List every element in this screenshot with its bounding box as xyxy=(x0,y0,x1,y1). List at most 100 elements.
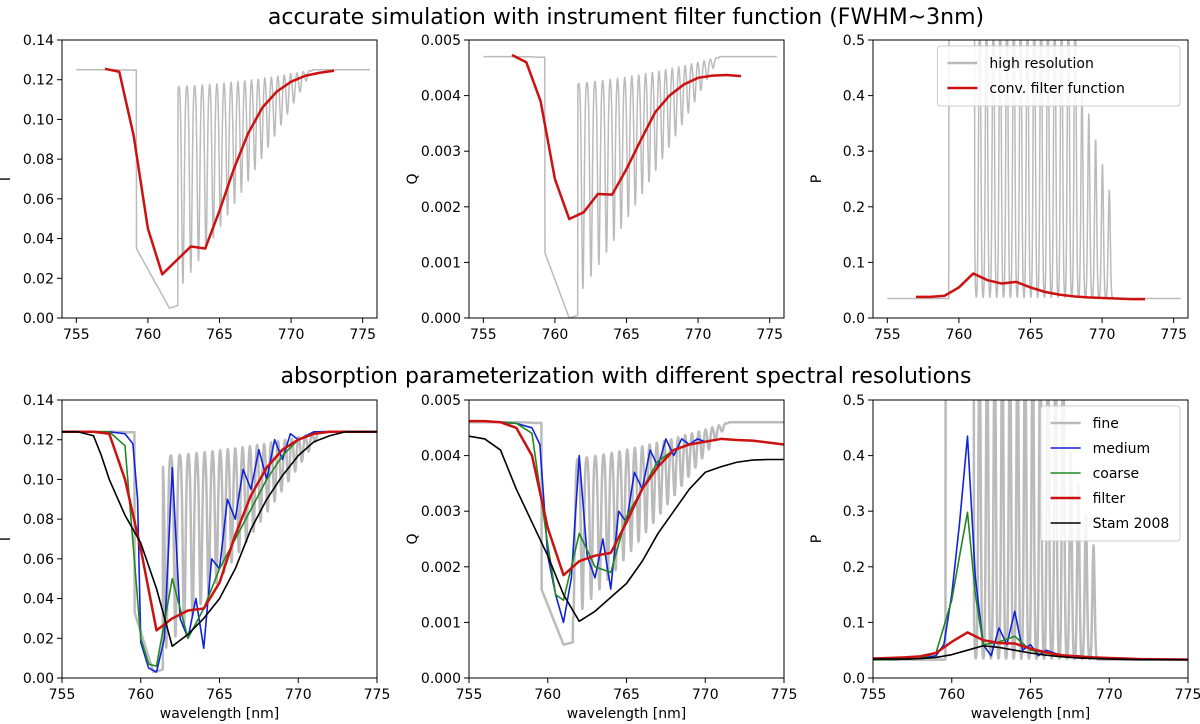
series-line xyxy=(104,67,335,276)
x-tick-label: 760 xyxy=(135,327,162,343)
series-line xyxy=(482,55,778,318)
y-tick-label: 0.14 xyxy=(23,33,54,49)
y-axis-label: I xyxy=(0,537,14,541)
y-tick-label: 0.2 xyxy=(843,560,865,576)
series-group xyxy=(886,40,1182,301)
x-tick-label: 770 xyxy=(1089,327,1116,343)
panel-bottom-I: 755 760 765 770 775 0.00 0.02 0.04 0.06 0.08 0.10 0… xyxy=(0,393,390,722)
y-tick-label: 0.02 xyxy=(23,271,54,287)
x-axis-label: wavelength [nm] xyxy=(971,706,1090,722)
y-tick-label: 0.10 xyxy=(23,472,54,488)
y-tick-label: 0.00 xyxy=(23,671,54,687)
series-line xyxy=(873,644,1188,661)
x-tick-label: 755 xyxy=(874,327,901,343)
x-tick-label: 755 xyxy=(49,687,76,703)
x-tick-label: 770 xyxy=(278,327,305,343)
series-line xyxy=(873,631,1188,661)
x-tick-label: 770 xyxy=(1096,687,1123,703)
series-line xyxy=(62,430,377,648)
y-tick-label: 0.14 xyxy=(23,393,54,409)
legend-label: Stam 2008 xyxy=(1093,516,1170,532)
y-tick-label: 0.1 xyxy=(843,255,865,271)
x-tick-label: 755 xyxy=(63,327,90,343)
x-tick-label: 770 xyxy=(685,327,712,343)
x-tick-label: 765 xyxy=(206,327,233,343)
series-group xyxy=(75,67,371,309)
x-tick-label: 760 xyxy=(534,687,561,703)
y-tick-label: 0.5 xyxy=(843,33,865,49)
series-line xyxy=(469,420,784,624)
y-tick-label: 0.04 xyxy=(23,592,54,608)
y-tick-label: 0.02 xyxy=(23,631,54,647)
y-tick-label: 0.4 xyxy=(843,449,865,465)
x-tick-label: 770 xyxy=(285,687,312,703)
y-tick-label: 0.001 xyxy=(421,615,461,631)
axes-frame xyxy=(468,39,785,319)
panel-top-Q: 755 760 765 770 775 0.000 0.001 0.002 0.003 0.004… xyxy=(405,33,785,343)
x-tick-label: 775 xyxy=(1175,687,1200,703)
series-line xyxy=(469,435,784,623)
x-axis-label: wavelength [nm] xyxy=(160,706,279,722)
panel-bottom-P: 755 760 765 770 775 0.0 0.1 0.2 0.3 0.4 0.5 Pwavele… xyxy=(809,393,1200,722)
series-group xyxy=(873,400,1188,661)
y-tick-label: 0.06 xyxy=(23,192,54,208)
x-tick-label: 760 xyxy=(542,327,569,343)
y-axis-label: Q xyxy=(405,533,421,544)
y-tick-label: 0.1 xyxy=(843,615,865,631)
y-tick-label: 0.0 xyxy=(843,671,865,687)
y-tick-label: 0.003 xyxy=(421,504,461,520)
x-tick-label: 760 xyxy=(938,687,965,703)
y-tick-label: 0.3 xyxy=(843,144,865,160)
y-tick-label: 0.003 xyxy=(421,144,461,160)
series-group xyxy=(62,430,377,674)
series-group xyxy=(482,53,778,318)
panel-bottom-Q: 755 760 765 770 775 0.000 0.001 0.002 0.003 0.004… xyxy=(405,393,797,722)
series-line xyxy=(469,420,784,646)
series-line xyxy=(886,40,1182,300)
y-axis-label: P xyxy=(809,175,825,183)
y-tick-label: 0.08 xyxy=(23,512,54,528)
x-tick-label: 775 xyxy=(349,327,376,343)
y-tick-label: 0.00 xyxy=(23,311,54,327)
x-tick-label: 760 xyxy=(946,327,973,343)
y-tick-label: 0.10 xyxy=(23,112,54,128)
series-line xyxy=(915,272,1146,301)
x-tick-label: 770 xyxy=(692,687,719,703)
y-tick-label: 0.000 xyxy=(421,311,461,327)
x-tick-label: 775 xyxy=(771,687,798,703)
x-tick-label: 765 xyxy=(1017,327,1044,343)
axes-frame xyxy=(61,399,378,679)
x-tick-label: 755 xyxy=(470,327,497,343)
y-tick-label: 0.0 xyxy=(843,311,865,327)
y-tick-label: 0.2 xyxy=(843,200,865,216)
legend-label: filter xyxy=(1093,491,1126,507)
y-tick-label: 0.08 xyxy=(23,152,54,168)
x-axis-label: wavelength [nm] xyxy=(567,706,686,722)
y-tick-label: 0.4 xyxy=(843,89,865,105)
y-axis-label: I xyxy=(0,177,14,181)
legend-label: conv. filter function xyxy=(989,81,1124,97)
suptitle-top: accurate simulation with instrument filt… xyxy=(268,5,984,30)
y-tick-label: 0.005 xyxy=(421,33,461,49)
y-tick-label: 0.04 xyxy=(23,232,54,248)
x-tick-label: 755 xyxy=(860,687,887,703)
legend-label: fine xyxy=(1093,416,1119,432)
y-tick-label: 0.004 xyxy=(421,89,461,105)
series-line xyxy=(62,430,377,632)
x-tick-label: 775 xyxy=(1160,327,1187,343)
x-tick-label: 765 xyxy=(1017,687,1044,703)
legend-label: high resolution xyxy=(989,56,1093,72)
y-tick-label: 0.5 xyxy=(843,393,865,409)
suptitle-bottom: absorption parameterization with differe… xyxy=(280,364,971,389)
legend-label: coarse xyxy=(1093,466,1140,482)
y-tick-label: 0.000 xyxy=(421,671,461,687)
y-axis-label: Q xyxy=(405,173,421,184)
x-tick-label: 775 xyxy=(756,327,783,343)
y-tick-label: 0.002 xyxy=(421,560,461,576)
y-tick-label: 0.005 xyxy=(421,393,461,409)
x-tick-label: 755 xyxy=(456,687,483,703)
y-tick-label: 0.06 xyxy=(23,552,54,568)
series-line xyxy=(469,420,784,601)
